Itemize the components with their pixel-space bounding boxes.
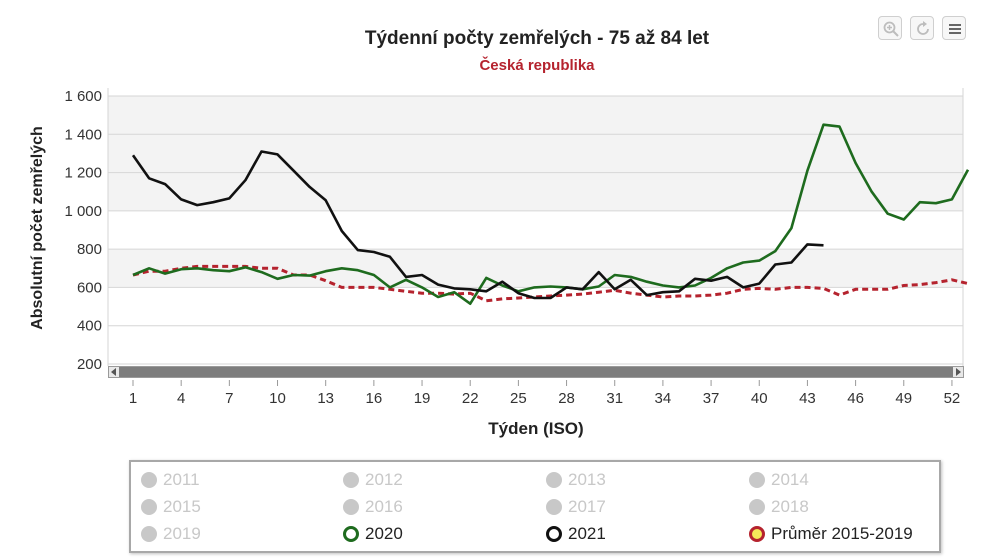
series-line-pr-m-r-2015-2019[interactable] [132,264,969,303]
x-tick-label: 28 [558,390,575,407]
x-tick-label: 46 [847,390,864,407]
y-tick-label: 1 000 [64,203,102,220]
reset-icon [917,21,929,35]
y-tick-label: 1 200 [64,165,102,182]
legend-label: 2014 [771,470,809,489]
legend-label: 2018 [771,497,809,516]
y-axis-label: Absolutní počet zemřelých [29,126,46,330]
arrow-left-icon [111,368,116,376]
x-tick-label: 52 [944,390,961,407]
legend-marker [141,526,157,542]
legend-marker [343,526,359,542]
legend-label: 2013 [568,470,606,489]
menu-button[interactable] [942,16,966,40]
legend-label: 2020 [365,524,403,543]
x-axis-label: Týden (ISO) [488,419,583,438]
legend-marker [343,499,359,515]
y-tick-label: 200 [77,356,102,373]
legend-item-2012[interactable]: 2012 [343,468,403,492]
y-tick-label: 400 [77,318,102,335]
legend-item-2015[interactable]: 2015 [141,495,201,519]
legend-item-2017[interactable]: 2017 [546,495,606,519]
legend-item-2014[interactable]: 2014 [749,468,809,492]
x-tick-label: 1 [129,390,137,407]
series-line-2021[interactable] [131,150,824,300]
legend-item-2016[interactable]: 2016 [343,495,403,519]
x-tick-label: 13 [317,390,334,407]
plot-band [108,172,963,211]
x-tick-label: 19 [414,390,431,407]
legend-item-2013[interactable]: 2013 [546,468,606,492]
legend-item-2018[interactable]: 2018 [749,495,809,519]
zoom-button[interactable] [878,16,902,40]
y-tick-label: 600 [77,279,102,296]
legend-label: Průměr 2015-2019 [771,524,913,543]
y-tick-label: 1 600 [64,88,102,105]
legend-marker [343,472,359,488]
x-tick-label: 37 [703,390,720,407]
x-tick-label: 16 [366,390,383,407]
legend-marker [141,472,157,488]
x-tick-label: 40 [751,390,768,407]
horizontal-scrollbar[interactable] [108,366,964,378]
legend-label: 2011 [163,470,200,489]
legend-label: 2017 [568,497,606,516]
legend-item-2020[interactable]: 2020 [343,522,403,546]
legend-item-2019[interactable]: 2019 [141,522,201,546]
x-tick-label: 31 [606,390,623,407]
zoom-icon [883,21,899,37]
x-tick-label: 25 [510,390,527,407]
scroll-right-button[interactable] [953,367,963,377]
x-tick-label: 49 [895,390,912,407]
y-tick-label: 800 [77,241,102,258]
legend-marker [546,499,562,515]
x-tick-label: 22 [462,390,479,407]
chart-title: Týdenní počty zemřelých - 75 až 84 let [364,28,710,49]
legend-marker [141,499,157,515]
x-tick-label: 10 [269,390,286,407]
x-tick-label: 34 [655,390,672,407]
legend-label: 2021 [568,524,606,543]
y-tick-label: 1 400 [64,126,102,143]
reset-zoom-button[interactable] [910,16,934,40]
legend-label: 2012 [365,470,403,489]
legend-marker [749,499,765,515]
scroll-left-button[interactable] [109,367,119,377]
legend-item-pr-m-r-2015-2019[interactable]: Průměr 2015-2019 [749,522,913,546]
legend-marker [546,526,562,542]
legend-item-2011[interactable]: 2011 [141,468,200,492]
x-tick-label: 43 [799,390,816,407]
legend-marker [749,526,765,542]
legend: 2011 2012 2013 2014 2015 2016 2017 2018 2019 2020… [129,460,941,553]
legend-label: 2016 [365,497,403,516]
legend-label: 2019 [163,524,201,543]
legend-label: 2015 [163,497,201,516]
legend-item-2021[interactable]: 2021 [546,522,606,546]
legend-marker [749,472,765,488]
plot-band [108,96,963,135]
plot-band [108,134,963,173]
series-line-2020[interactable] [132,123,970,306]
menu-icon [949,24,961,34]
chart-subtitle: Česká republika [479,57,595,74]
x-tick-label: 4 [177,390,185,407]
arrow-right-icon [956,368,961,376]
legend-marker [546,472,562,488]
x-tick-label: 7 [225,390,233,407]
